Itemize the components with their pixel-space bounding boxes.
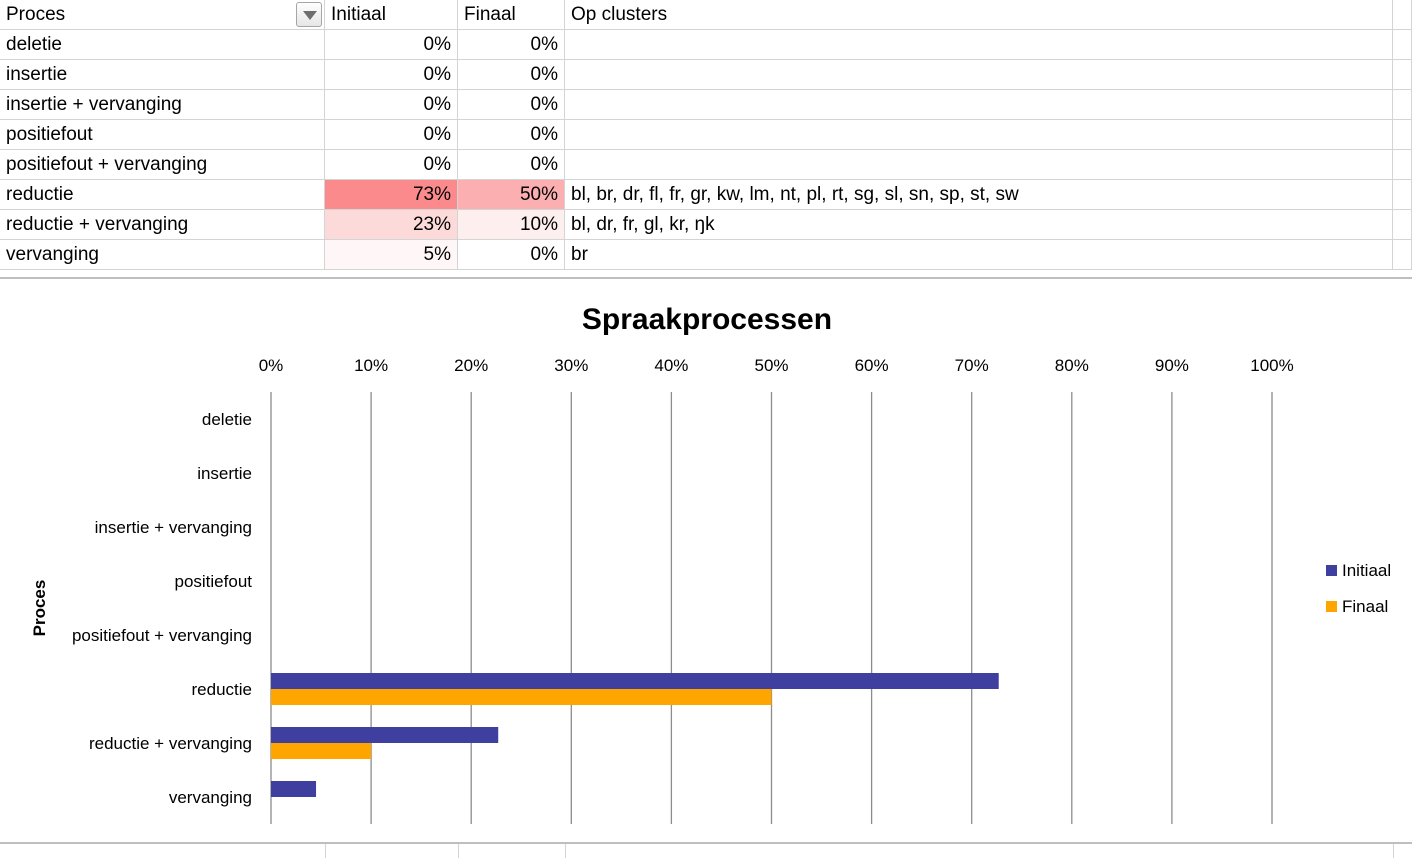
empty-cell[interactable] bbox=[1393, 240, 1412, 270]
cell-clusters[interactable] bbox=[565, 90, 1393, 120]
y-category-label: insertie bbox=[197, 464, 252, 483]
x-tick-label: 70% bbox=[955, 356, 989, 375]
bar-initiaal-6 bbox=[271, 727, 499, 743]
x-tick-label: 0% bbox=[259, 356, 284, 375]
legend-swatch-initiaal bbox=[1326, 565, 1337, 576]
y-category-label: deletie bbox=[202, 410, 252, 429]
cell-proces[interactable]: deletie bbox=[0, 30, 325, 60]
bar-initiaal-5 bbox=[271, 673, 999, 689]
cell-initiaal[interactable]: 0% bbox=[325, 120, 458, 150]
table-row: insertie + vervanging 0% 0% bbox=[0, 90, 1412, 120]
cell-initiaal[interactable]: 0% bbox=[325, 90, 458, 120]
legend-label-finaal: Finaal bbox=[1342, 597, 1388, 616]
empty-cell[interactable] bbox=[1393, 150, 1412, 180]
x-tick-label: 60% bbox=[855, 356, 889, 375]
empty-cell[interactable] bbox=[1393, 90, 1412, 120]
cell-proces[interactable]: vervanging bbox=[0, 240, 325, 270]
cell-clusters[interactable] bbox=[565, 120, 1393, 150]
x-tick-label: 100% bbox=[1250, 356, 1293, 375]
y-category-label: reductie bbox=[192, 680, 252, 699]
cell-clusters[interactable] bbox=[565, 150, 1393, 180]
table-row: positiefout 0% 0% bbox=[0, 120, 1412, 150]
empty-cell[interactable] bbox=[1393, 60, 1412, 90]
cell-proces[interactable]: positiefout bbox=[0, 120, 325, 150]
header-clusters[interactable]: Op clusters bbox=[565, 0, 1393, 30]
y-category-label: vervanging bbox=[169, 788, 252, 807]
y-category-label: reductie + vervanging bbox=[89, 734, 252, 753]
cell-initiaal[interactable]: 0% bbox=[325, 150, 458, 180]
spreadsheet-bottom-row bbox=[0, 844, 1412, 858]
spreadsheet: Proces Initiaal Finaal Op clusters delet… bbox=[0, 0, 1412, 270]
header-row: Proces Initiaal Finaal Op clusters bbox=[0, 0, 1412, 30]
x-tick-label: 50% bbox=[754, 356, 788, 375]
cell-clusters[interactable]: bl, dr, fr, gl, kr, ŋk bbox=[565, 210, 1393, 240]
cell-initiaal[interactable]: 23% bbox=[325, 210, 458, 240]
y-category-label: positiefout + vervanging bbox=[72, 626, 252, 645]
header-proces-label: Proces bbox=[6, 4, 66, 25]
x-tick-label: 10% bbox=[354, 356, 388, 375]
chart-container[interactable]: Spraakprocessen 0% 10% 20% 30% 40% 50% 60% 70% 80… bbox=[0, 277, 1412, 844]
bar-finaal-6 bbox=[271, 743, 372, 759]
cell-finaal[interactable]: 0% bbox=[458, 60, 565, 90]
bar-finaal-5 bbox=[271, 689, 772, 705]
cell-finaal[interactable]: 0% bbox=[458, 90, 565, 120]
y-axis-title: Proces bbox=[30, 580, 49, 637]
table-row: reductie + vervanging 23% 10% bl, dr, fr, g… bbox=[0, 210, 1412, 240]
cell-finaal[interactable]: 0% bbox=[458, 30, 565, 60]
filter-dropdown-button[interactable] bbox=[296, 2, 322, 27]
table-row: insertie 0% 0% bbox=[0, 60, 1412, 90]
cell-proces[interactable]: insertie bbox=[0, 60, 325, 90]
x-tick-label: 30% bbox=[554, 356, 588, 375]
cell-initiaal[interactable]: 5% bbox=[325, 240, 458, 270]
chart-title: Spraakprocessen bbox=[582, 303, 832, 336]
x-tick-label: 40% bbox=[654, 356, 688, 375]
legend-swatch-finaal bbox=[1326, 601, 1337, 612]
cell-finaal[interactable]: 0% bbox=[458, 150, 565, 180]
cell-proces[interactable]: reductie + vervanging bbox=[0, 210, 325, 240]
empty-cell[interactable] bbox=[1393, 30, 1412, 60]
cell-clusters[interactable] bbox=[565, 30, 1393, 60]
cell-finaal[interactable]: 10% bbox=[458, 210, 565, 240]
legend-label-initiaal: Initiaal bbox=[1342, 561, 1391, 580]
empty-cell[interactable] bbox=[1393, 210, 1412, 240]
x-tick-label: 20% bbox=[454, 356, 488, 375]
cell-clusters[interactable]: bl, br, dr, fl, fr, gr, kw, lm, nt, pl, … bbox=[565, 180, 1393, 210]
cell-initiaal[interactable]: 0% bbox=[325, 30, 458, 60]
cell-finaal[interactable]: 0% bbox=[458, 120, 565, 150]
bar-initiaal-7 bbox=[271, 781, 317, 797]
cell-proces[interactable]: insertie + vervanging bbox=[0, 90, 325, 120]
empty-cell[interactable] bbox=[1393, 120, 1412, 150]
header-initiaal[interactable]: Initiaal bbox=[325, 0, 458, 30]
header-finaal[interactable]: Finaal bbox=[458, 0, 565, 30]
x-tick-label: 80% bbox=[1055, 356, 1089, 375]
table-row: vervanging 5% 0% br bbox=[0, 240, 1412, 270]
table-row: reductie 73% 50% bl, br, dr, fl, fr, gr, kw… bbox=[0, 180, 1412, 210]
header-proces[interactable]: Proces bbox=[0, 0, 325, 30]
cell-proces[interactable]: reductie bbox=[0, 180, 325, 210]
y-category-label: insertie + vervanging bbox=[95, 518, 252, 537]
cell-finaal[interactable]: 50% bbox=[458, 180, 565, 210]
y-category-label: positiefout bbox=[175, 572, 253, 591]
cell-clusters[interactable]: br bbox=[565, 240, 1393, 270]
cell-proces[interactable]: positiefout + vervanging bbox=[0, 150, 325, 180]
table-row: positiefout + vervanging 0% 0% bbox=[0, 150, 1412, 180]
cell-clusters[interactable] bbox=[565, 60, 1393, 90]
empty-cell[interactable] bbox=[1393, 180, 1412, 210]
bar-chart[interactable]: Spraakprocessen 0% 10% 20% 30% 40% 50% 60% 70% 80… bbox=[0, 279, 1412, 842]
table-row: deletie 0% 0% bbox=[0, 30, 1412, 60]
cell-initiaal[interactable]: 73% bbox=[325, 180, 458, 210]
x-tick-label: 90% bbox=[1155, 356, 1189, 375]
empty-cell[interactable] bbox=[1393, 0, 1412, 30]
cell-initiaal[interactable]: 0% bbox=[325, 60, 458, 90]
cell-finaal[interactable]: 0% bbox=[458, 240, 565, 270]
